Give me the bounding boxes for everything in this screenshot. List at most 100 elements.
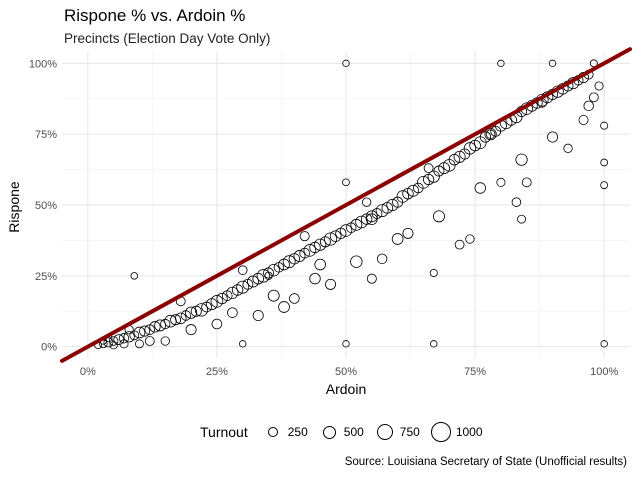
- data-point: [563, 143, 573, 153]
- legend-circle-icon: [430, 422, 451, 442]
- data-point: [521, 177, 532, 188]
- data-point: [342, 59, 350, 68]
- y-tick-label: 75%: [35, 129, 57, 141]
- size-legend: Turnout 250 500 750 1000: [200, 418, 493, 446]
- reference-line: [60, 47, 632, 363]
- legend-entry-1000: 1000: [430, 421, 483, 443]
- scatter-plot: 0% 25% 50% 75% 100% 0% 25% 50% 75% 100% Ardoin R…: [6, 47, 632, 397]
- data-point: [211, 318, 223, 330]
- data-point: [325, 278, 336, 290]
- data-point: [293, 250, 306, 262]
- data-point: [314, 258, 326, 271]
- data-point: [407, 184, 420, 197]
- data-point: [432, 210, 445, 223]
- x-tick-label: 50%: [335, 366, 357, 378]
- data-point: [366, 273, 377, 284]
- data-point: [391, 233, 404, 245]
- data-point: [496, 177, 506, 187]
- data-point: [299, 231, 310, 242]
- data-point: [465, 234, 475, 244]
- data-point: [319, 236, 331, 248]
- data-point: [194, 303, 209, 317]
- legend-key-1000: [430, 421, 452, 443]
- data-point: [339, 224, 353, 237]
- data-point: [429, 268, 438, 277]
- data-point: [484, 128, 497, 141]
- data-point: [517, 214, 526, 224]
- x-tick-label: 75%: [464, 366, 486, 378]
- data-point: [376, 253, 388, 265]
- data-point: [342, 178, 350, 187]
- data-point: [118, 333, 130, 344]
- data-point: [342, 340, 350, 348]
- data-point: [108, 336, 119, 346]
- data-point: [149, 321, 161, 333]
- data-point: [303, 244, 317, 257]
- data-point: [236, 280, 250, 294]
- data-point: [113, 334, 125, 345]
- data-point: [119, 339, 129, 349]
- legend-label-1000: 1000: [455, 425, 483, 439]
- x-axis-title: Ardoin: [326, 381, 366, 397]
- y-tick-label: 0%: [41, 342, 57, 354]
- data-point: [133, 326, 146, 339]
- data-point: [578, 115, 589, 125]
- legend-key-250: [262, 421, 284, 443]
- data-point: [282, 255, 296, 269]
- data-point: [485, 129, 496, 139]
- data-point: [453, 150, 466, 163]
- y-axis-ticks: 0% 25% 50% 75% 100%: [29, 58, 57, 353]
- legend-key-750: [374, 421, 396, 443]
- data-point: [350, 255, 363, 268]
- data-point: [515, 153, 528, 166]
- data-point: [237, 265, 248, 275]
- legend-label-750: 750: [399, 425, 420, 439]
- legend-circle-icon: [267, 427, 278, 437]
- data-point: [430, 340, 438, 348]
- data-point: [309, 272, 321, 285]
- data-point: [185, 324, 197, 336]
- legend-entry-250: 250: [262, 421, 308, 443]
- data-point: [264, 271, 273, 280]
- data-point: [109, 341, 118, 350]
- legend-entry-500: 500: [318, 421, 364, 443]
- data-point: [361, 197, 372, 207]
- x-tick-label: 100%: [590, 366, 618, 378]
- data-point: [594, 81, 604, 91]
- data-point: [278, 301, 290, 313]
- data-point: [497, 59, 505, 68]
- data-point: [216, 292, 228, 305]
- data-point: [547, 131, 559, 143]
- data-point: [227, 307, 238, 318]
- source-caption: Source: Louisiana Secretary of State (Un…: [344, 456, 627, 468]
- data-point: [323, 232, 338, 246]
- data-point: [511, 197, 522, 207]
- data-point: [588, 92, 599, 103]
- x-tick-label: 25%: [206, 366, 228, 378]
- legend-circle-icon: [322, 426, 336, 439]
- data-point: [252, 310, 264, 321]
- x-axis-ticks: 0% 25% 50% 75% 100%: [80, 366, 619, 378]
- legend-label-250: 250: [287, 425, 308, 439]
- data-point: [386, 198, 399, 212]
- data-point: [160, 336, 170, 346]
- data-point: [375, 204, 389, 218]
- data-point: [103, 337, 114, 348]
- data-point: [600, 181, 609, 190]
- legend-label-500: 500: [343, 425, 364, 439]
- data-point: [365, 210, 378, 223]
- data-point: [130, 272, 139, 280]
- legend-title: Turnout: [200, 424, 248, 440]
- data-point: [154, 319, 167, 332]
- data-point: [289, 293, 300, 304]
- legend-entry-750: 750: [374, 421, 420, 443]
- chart-title: Rispone % vs. Ardoin %: [64, 6, 246, 25]
- data-point: [267, 263, 280, 277]
- data-point: [123, 331, 135, 343]
- data-point: [210, 295, 224, 308]
- data-point: [252, 272, 264, 285]
- data-point: [402, 227, 414, 239]
- data-point: [583, 100, 594, 112]
- data-point: [474, 182, 486, 194]
- data-point: [417, 176, 430, 189]
